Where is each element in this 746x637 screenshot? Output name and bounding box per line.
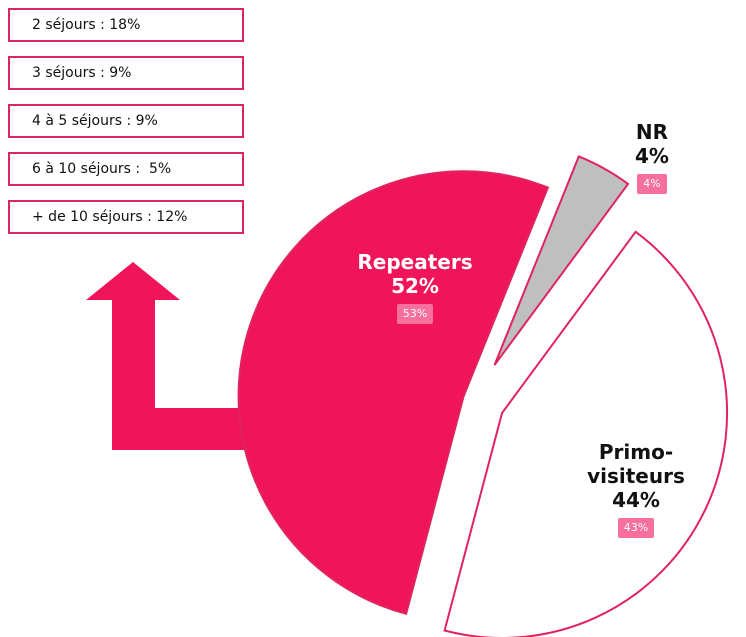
category-label: Repeaters: [357, 250, 473, 274]
category-label: Primo-visiteurs: [587, 440, 685, 488]
pie-slice: [493, 155, 630, 366]
breakdown-box: 2 séjours : 18%: [8, 8, 244, 42]
breakdown-box: 3 séjours : 9%: [8, 56, 244, 90]
value-label: 52%: [391, 274, 439, 298]
slice-label: Repeaters 52% 53%: [345, 250, 485, 324]
slice-label: Primo-visiteurs 44% 43%: [576, 440, 696, 538]
breakdown-box: 4 à 5 séjours : 9%: [8, 104, 244, 138]
breakdown-box: + de 10 séjours : 12%: [8, 200, 244, 234]
pie-slice: [237, 170, 550, 615]
slice-label: NR 4% 4%: [622, 120, 682, 194]
value-label: 4%: [635, 144, 669, 168]
badge-label: 43%: [617, 518, 655, 538]
badge-label: 4%: [637, 174, 667, 194]
category-label: NR: [635, 120, 669, 144]
arrow: [86, 262, 320, 450]
pie-slice: [443, 230, 729, 637]
value-label: 44%: [612, 488, 660, 512]
breakdown-box: 6 à 10 séjours : 5%: [8, 152, 244, 186]
badge-label: 53%: [396, 304, 434, 324]
